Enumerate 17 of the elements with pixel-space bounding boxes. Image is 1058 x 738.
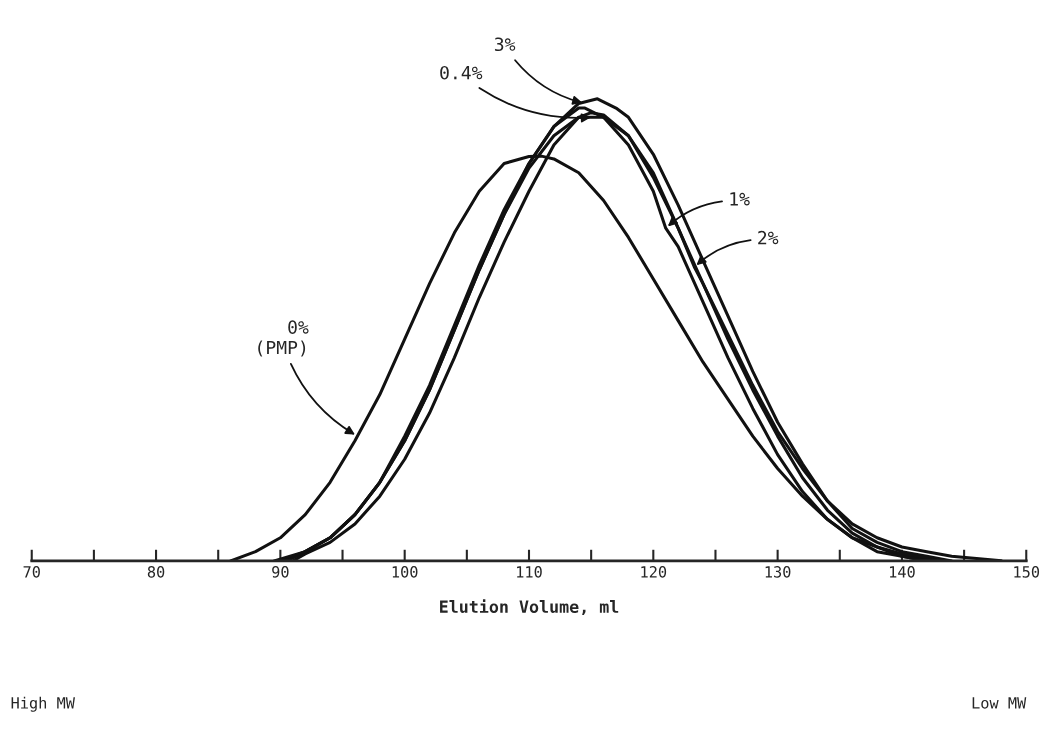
annotation: 0.4% <box>440 65 483 80</box>
x-tick-label: 100 <box>392 566 418 578</box>
x-tick-label: 80 <box>147 566 165 578</box>
x-tick-label: 110 <box>517 566 542 578</box>
x-axis-title: Elution Volume, ml <box>440 599 619 616</box>
annotation: 1% <box>730 192 750 206</box>
x-tick-label: 150 <box>1014 566 1040 578</box>
x-tick-label: 70 <box>23 566 40 578</box>
x-tick-label: 90 <box>272 566 289 578</box>
text: Low MW <box>972 697 1027 709</box>
x-tick-label: 140 <box>889 566 915 578</box>
x-tick-label: 120 <box>641 566 667 578</box>
annotation: 0% (PMP) <box>258 320 309 357</box>
text: High MW <box>11 696 75 712</box>
annotation: 3% <box>494 37 516 52</box>
annotation: 2% <box>758 230 779 245</box>
x-tick-label: 130 <box>765 566 791 578</box>
